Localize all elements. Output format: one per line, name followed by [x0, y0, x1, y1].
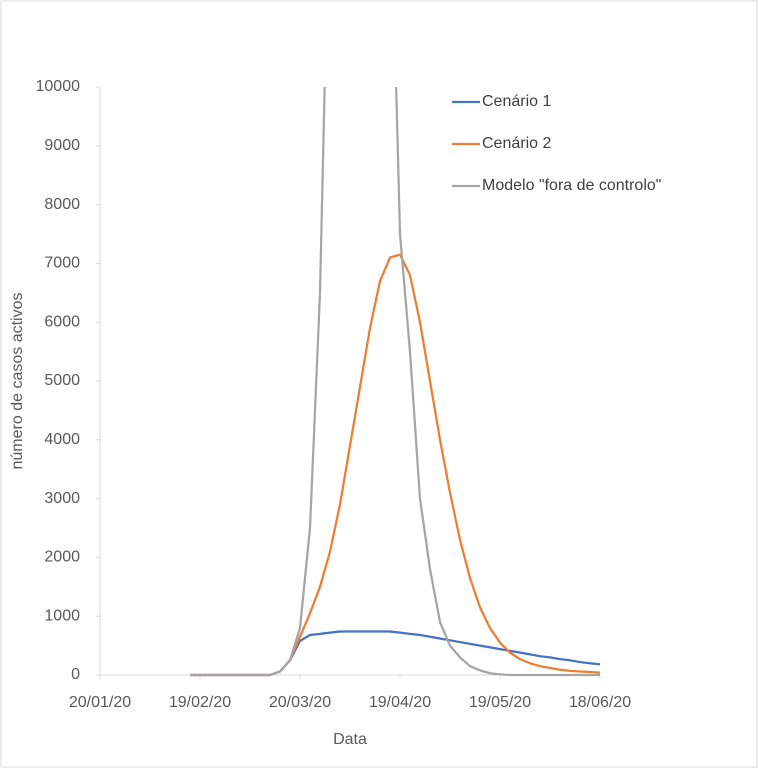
x-tick-label: 19/02/20 [169, 694, 231, 711]
plot-area [190, 87, 601, 677]
legend-label: Cenário 2 [482, 135, 551, 152]
x-tick-label: 18/06/20 [569, 694, 631, 711]
series-line [190, 87, 600, 677]
y-tick-label: 8000 [44, 196, 80, 213]
y-tick-label: 4000 [44, 431, 80, 448]
legend-label: Cenário 1 [482, 93, 551, 110]
x-tick-label: 19/05/20 [469, 694, 531, 711]
y-axis-label: número de casos activos [9, 293, 26, 470]
y-tick-label: 0 [71, 666, 80, 683]
x-axis-label: Data [333, 731, 367, 748]
y-tick-label: 2000 [44, 549, 80, 566]
y-tick-label: 7000 [44, 255, 80, 272]
y-tick-label: 5000 [44, 372, 80, 389]
y-tick-label: 9000 [44, 137, 80, 154]
y-tick-label: 3000 [44, 490, 80, 507]
x-tick-label: 19/04/20 [369, 694, 431, 711]
y-tick-label: 6000 [44, 313, 80, 330]
legend-label: Modelo "fora de controlo" [482, 177, 661, 194]
x-tick-label: 20/03/20 [269, 694, 331, 711]
x-tick-label: 20/01/20 [69, 694, 131, 711]
y-tick-label: 10000 [36, 78, 81, 95]
y-tick-label: 1000 [44, 607, 80, 624]
